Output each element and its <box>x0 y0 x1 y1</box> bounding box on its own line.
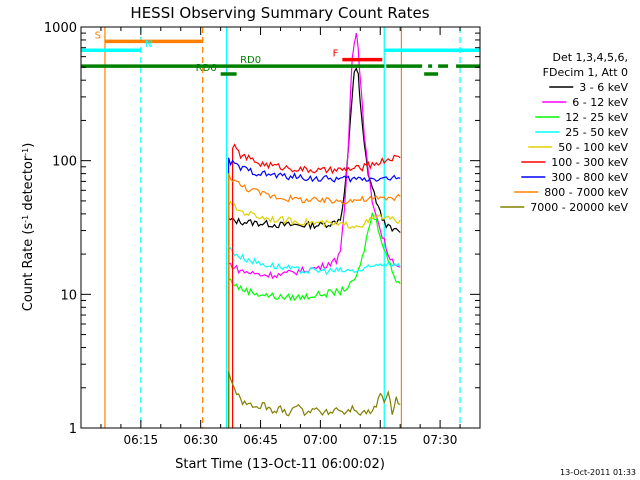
series-line-4 <box>228 200 401 428</box>
legend: Det 1,3,4,5,6, FDecim 1, Att 0 3 - 6 keV… <box>500 51 628 214</box>
series-line-0 <box>228 67 401 428</box>
y-axis-label: Count Rate (s-1 detector-1) <box>21 143 37 312</box>
series-lines <box>228 32 401 428</box>
axes: 06:15 06:30 06:45 07:00 07:15 07:30 1 10 100 1000 <box>44 21 480 447</box>
legend-entry-2: 12 - 25 keV <box>565 111 628 124</box>
y-tick-label-2: 100 <box>52 155 77 170</box>
y-tick-label-0: 1 <box>69 422 77 437</box>
legend-entry-0: 3 - 6 keV <box>579 81 628 94</box>
series-line-3 <box>228 246 401 428</box>
series-line-1 <box>228 32 401 428</box>
flag-label-3: F <box>333 49 339 60</box>
legend-entry-4: 50 - 100 keV <box>558 141 628 154</box>
y-tick-label-1: 10 <box>60 288 77 303</box>
x-tick-label-2: 06:45 <box>243 433 278 447</box>
series-line-7 <box>228 172 401 428</box>
legend-entry-8: 7000 - 20000 keV <box>530 201 628 214</box>
x-tick-label-4: 07:15 <box>363 433 398 447</box>
x-axis-label: Start Time (13-Oct-11 06:00:02) <box>175 457 385 472</box>
generated-timestamp: 13-Oct-2011 01:33 <box>560 468 636 477</box>
x-tick-label-1: 06:30 <box>183 433 218 447</box>
legend-entry-3: 25 - 50 keV <box>565 126 628 139</box>
legend-entry-6: 300 - 800 keV <box>551 171 628 184</box>
flag-label-1: N <box>145 39 152 50</box>
chart-title: HESSI Observing Summary Count Rates <box>130 4 429 22</box>
series-line-8 <box>228 371 401 428</box>
legend-entry-5: 100 - 300 keV <box>551 156 628 169</box>
reference-lines <box>104 27 461 428</box>
flag-label-9: RD6 <box>196 63 217 74</box>
flag-bars: S N F RD0 RD6 <box>81 30 480 76</box>
flag-label-4: RD0 <box>240 55 261 66</box>
x-tick-label-0: 06:15 <box>124 433 159 447</box>
y-tick-label-3: 1000 <box>44 21 77 36</box>
x-tick-label-5: 07:30 <box>423 433 458 447</box>
flag-label-0: S <box>95 30 101 41</box>
series-line-6 <box>228 157 401 428</box>
legend-entry-1: 6 - 12 keV <box>572 96 628 109</box>
legend-header-line-1: Det 1,3,4,5,6, <box>552 51 628 64</box>
series-line-5 <box>232 143 401 428</box>
legend-header-line-2: FDecim 1, Att 0 <box>543 66 628 79</box>
legend-entry-7: 800 - 7000 keV <box>544 186 628 199</box>
x-tick-label-3: 07:00 <box>303 433 338 447</box>
series-line-2 <box>228 212 401 428</box>
